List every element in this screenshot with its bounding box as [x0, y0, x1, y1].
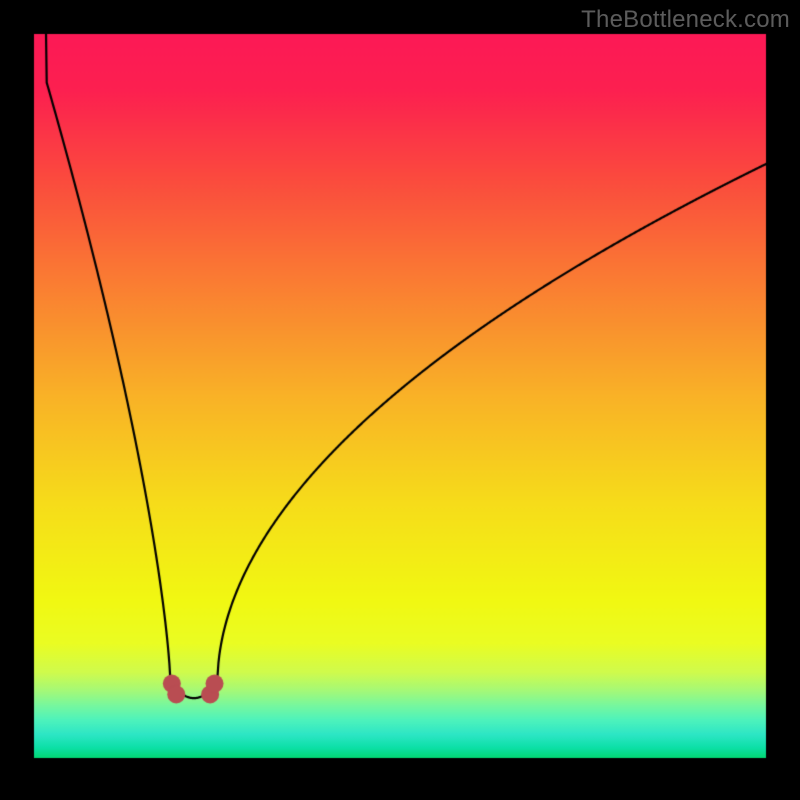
bottleneck-curve-chart: [0, 0, 800, 800]
watermark-text: TheBottleneck.com: [581, 6, 790, 34]
chart-container: TheBottleneck.com: [0, 0, 800, 800]
